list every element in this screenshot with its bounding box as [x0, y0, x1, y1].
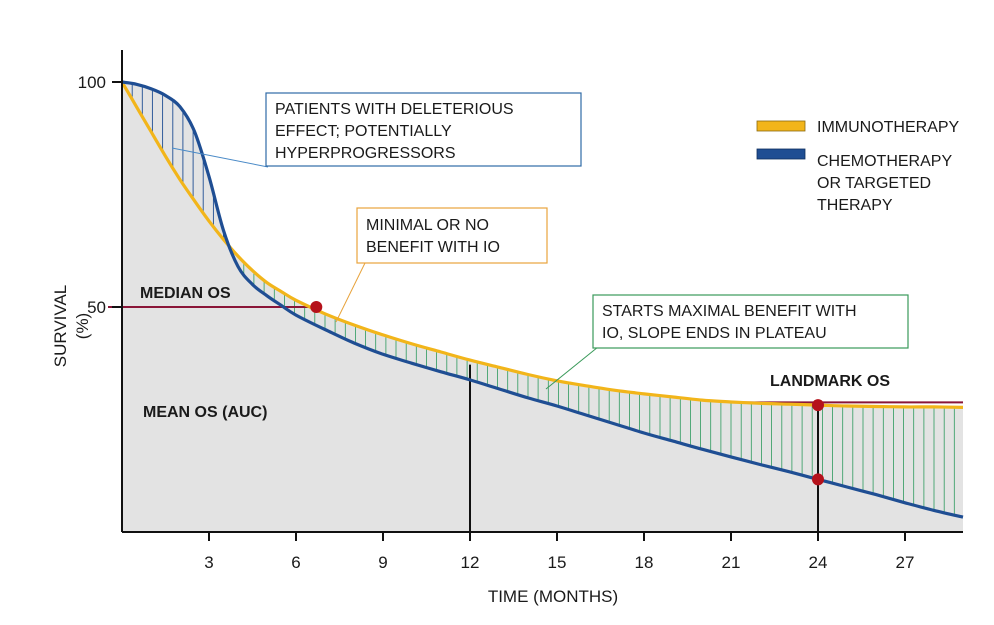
hatch-layer: [131, 83, 955, 516]
callout-leader-maximal: [545, 346, 599, 390]
x-tick-label: 6: [291, 553, 300, 572]
callout-minimal-line-2: BENEFIT WITH IO: [366, 239, 500, 256]
x-tick-label: 15: [548, 553, 567, 572]
median-os-marker: [310, 301, 323, 313]
y-axis-title-line-2: (%): [73, 313, 92, 339]
legend-swatch-chemotherapy: [756, 148, 806, 160]
y-axis-title-line-1: SURVIVAL: [51, 285, 70, 368]
callout-deleterious-line-3: HYPERPROGRESSORS: [275, 145, 455, 162]
series-line-immunotherapy: [122, 81, 964, 409]
callout-deleterious-line-2: EFFECT; POTENTIALLY: [275, 123, 452, 140]
x-tick-label: 12: [461, 553, 480, 572]
legend-label-chemotherapy-line-3: THERAPY: [817, 197, 893, 214]
callout-leader-deleterious: [171, 147, 269, 168]
legend: IMMUNOTHERAPY CHEMOTHERAPY OR TARGETED T…: [756, 119, 960, 214]
auc-fill-layer: [122, 82, 963, 532]
series-lines: [122, 80, 964, 519]
callout-deleterious-line-1: PATIENTS WITH DELETERIOUS: [275, 101, 514, 118]
callout-box-minimal: [356, 207, 548, 264]
callout-minimal-line-1: MINIMAL OR NO: [366, 217, 489, 234]
callout-maximal-line-1: STARTS MAXIMAL BENEFIT WITH: [602, 303, 857, 320]
x-tick-label: 9: [378, 553, 387, 572]
landmark-chemotherapy-marker: [812, 473, 824, 486]
x-tick-label: 27: [896, 553, 915, 572]
x-tick-label: 3: [204, 553, 213, 572]
x-tick-label: 24: [809, 553, 828, 572]
callout-maximal-line-2: IO, SLOPE ENDS IN PLATEAU: [602, 325, 827, 342]
axis-titles: TIME (MONTHS) SURVIVAL (%): [51, 285, 618, 606]
legend-swatch-immunotherapy: [756, 120, 806, 132]
legend-label-immunotherapy: IMMUNOTHERAPY: [817, 119, 960, 136]
callout-box-maximal: [592, 294, 909, 349]
markers: [310, 301, 824, 486]
series-line-chemotherapy: [122, 80, 964, 519]
callouts: PATIENTS WITH DELETERIOUS EFFECT; POTENT…: [140, 92, 909, 421]
callout-leader-minimal: [335, 262, 366, 323]
auc-fill: [122, 82, 963, 532]
axes: 3 6 9 12 15 18 21 24 27 50 100: [78, 50, 963, 572]
callout-box-deleterious: [265, 92, 582, 167]
x-tick-label: 18: [635, 553, 654, 572]
x-axis-title: TIME (MONTHS): [488, 587, 618, 606]
y-tick-label: 50: [87, 298, 106, 317]
x-tick-label: 21: [722, 553, 741, 572]
landmark-os-label: LANDMARK OS: [770, 373, 890, 390]
landmark-immunotherapy-marker: [812, 399, 824, 412]
legend-label-chemotherapy-line-2: OR TARGETED: [817, 175, 931, 192]
mean-os-label: MEAN OS (AUC): [143, 404, 267, 421]
median-os-label: MEDIAN OS: [140, 285, 231, 302]
legend-label-chemotherapy-line-1: CHEMOTHERAPY: [817, 153, 952, 170]
y-tick-label: 100: [78, 73, 106, 92]
